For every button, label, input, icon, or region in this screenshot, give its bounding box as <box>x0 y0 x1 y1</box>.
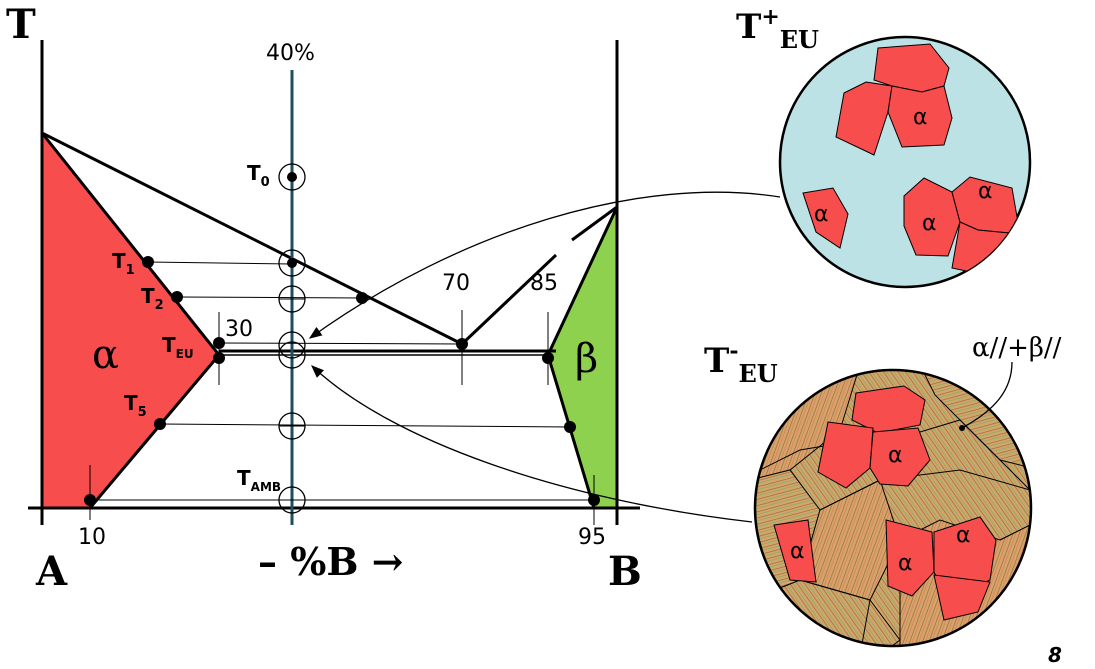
eutectic-annotation: α//+β// <box>972 333 1062 363</box>
arrow-top-micrograph <box>308 191 781 339</box>
svg-text:α: α <box>913 105 928 130</box>
comp-85-label: 85 <box>530 271 558 296</box>
liquidus-right-dash <box>571 205 618 242</box>
axis-a-label: A <box>35 548 68 595</box>
tie-line-teu <box>218 342 463 345</box>
svg-text:α: α <box>922 211 937 236</box>
svg-text:α: α <box>814 202 829 227</box>
svg-text:α: α <box>790 539 805 564</box>
tie-line-t2 <box>176 296 363 299</box>
temp-tamb-label: TAMB <box>237 466 281 494</box>
temp-teu-label: TEU <box>162 333 194 361</box>
micrograph-below-eutectic: α α α α <box>753 368 1033 648</box>
phase-beta-label: β <box>575 336 598 382</box>
composition-axis-label: – %B → <box>258 539 404 584</box>
svg-text:α: α <box>888 443 903 468</box>
svg-text:α: α <box>956 523 971 548</box>
page-number: 8 <box>1048 643 1062 664</box>
comp-30-label: 30 <box>225 317 253 342</box>
temp-t0-label: T0 <box>247 161 270 190</box>
alpha-region <box>40 128 221 510</box>
micrograph-above-eutectic: α α α α <box>778 35 1032 289</box>
phase-alpha-label: α <box>92 332 119 378</box>
eutectic-annotation-leader <box>961 361 1013 429</box>
svg-text:α: α <box>978 179 993 204</box>
micro-top-title: T+EU <box>736 4 819 54</box>
temp-t2-label: T2 <box>141 284 164 313</box>
axis-b-label: B <box>608 548 642 595</box>
tie-line-t1 <box>147 261 293 265</box>
comp-10-label: 10 <box>78 525 106 550</box>
liquidus-right <box>460 253 558 346</box>
arrow-bottom-micrograph <box>311 365 753 523</box>
comp-70-label: 70 <box>442 271 470 296</box>
svg-text:α: α <box>898 551 913 576</box>
state-points <box>84 172 600 506</box>
comp-40-label: 40% <box>266 41 315 66</box>
micro-bottom-title: T-EU <box>704 338 778 388</box>
temperature-labels: T0 T1 T2 TEU T5 TAMB <box>112 161 281 494</box>
tie-line-t5 <box>159 423 571 428</box>
axis-t-label: T <box>6 1 36 48</box>
temp-t1-label: T1 <box>112 249 135 278</box>
liquidus-left <box>41 131 463 346</box>
comp-95-label: 95 <box>578 525 606 550</box>
temp-t5-label: T5 <box>124 391 147 420</box>
